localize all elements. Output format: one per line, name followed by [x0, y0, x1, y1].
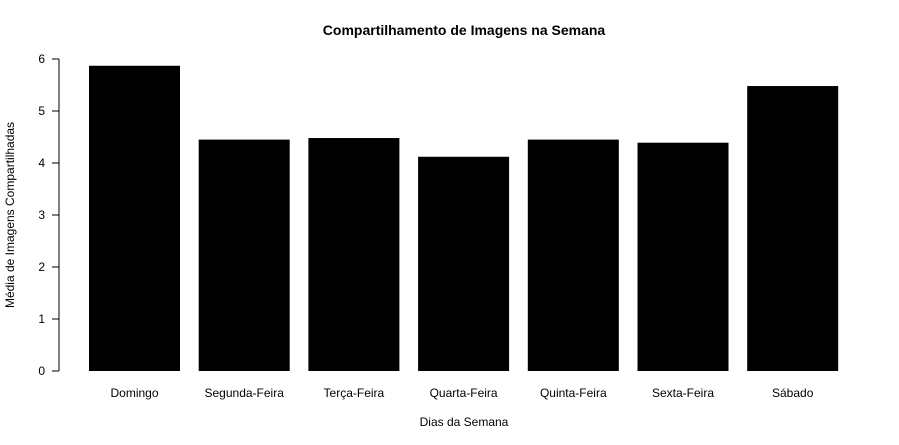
y-tick-label: 2 — [38, 260, 45, 274]
chart-title: Compartilhamento de Imagens na Semana — [323, 22, 606, 38]
x-axis-label: Dias da Semana — [420, 415, 509, 429]
y-tick-label: 1 — [38, 312, 45, 326]
x-tick-label: Quinta-Feira — [540, 386, 607, 400]
x-tick-label: Terça-Feira — [324, 386, 385, 400]
bar-3 — [418, 156, 510, 371]
bar-4 — [527, 139, 619, 371]
bar-0 — [89, 65, 180, 371]
y-axis-label: Média de Imagens Compartilhadas — [3, 122, 17, 308]
y-tick-label: 0 — [38, 364, 45, 378]
bar-5 — [637, 142, 729, 371]
y-ticks: 0 1 2 3 4 5 6 — [38, 52, 59, 378]
x-tick-label: Sexta-Feira — [652, 386, 714, 400]
bar-1 — [198, 139, 290, 371]
bar-6 — [747, 86, 839, 371]
x-tick-label: Sábado — [772, 386, 814, 400]
y-tick-label: 6 — [38, 52, 45, 66]
x-tick-label: Domingo — [110, 386, 158, 400]
x-tick-label: Quarta-Feira — [430, 386, 498, 400]
bars — [89, 65, 839, 371]
bar-2 — [308, 138, 400, 371]
y-tick-label: 4 — [38, 156, 45, 170]
x-tick-label: Segunda-Feira — [205, 386, 285, 400]
y-tick-label: 5 — [38, 104, 45, 118]
x-tick-labels: Domingo Segunda-Feira Terça-Feira Quarta-Fe… — [110, 386, 813, 400]
y-tick-label: 3 — [38, 208, 45, 222]
